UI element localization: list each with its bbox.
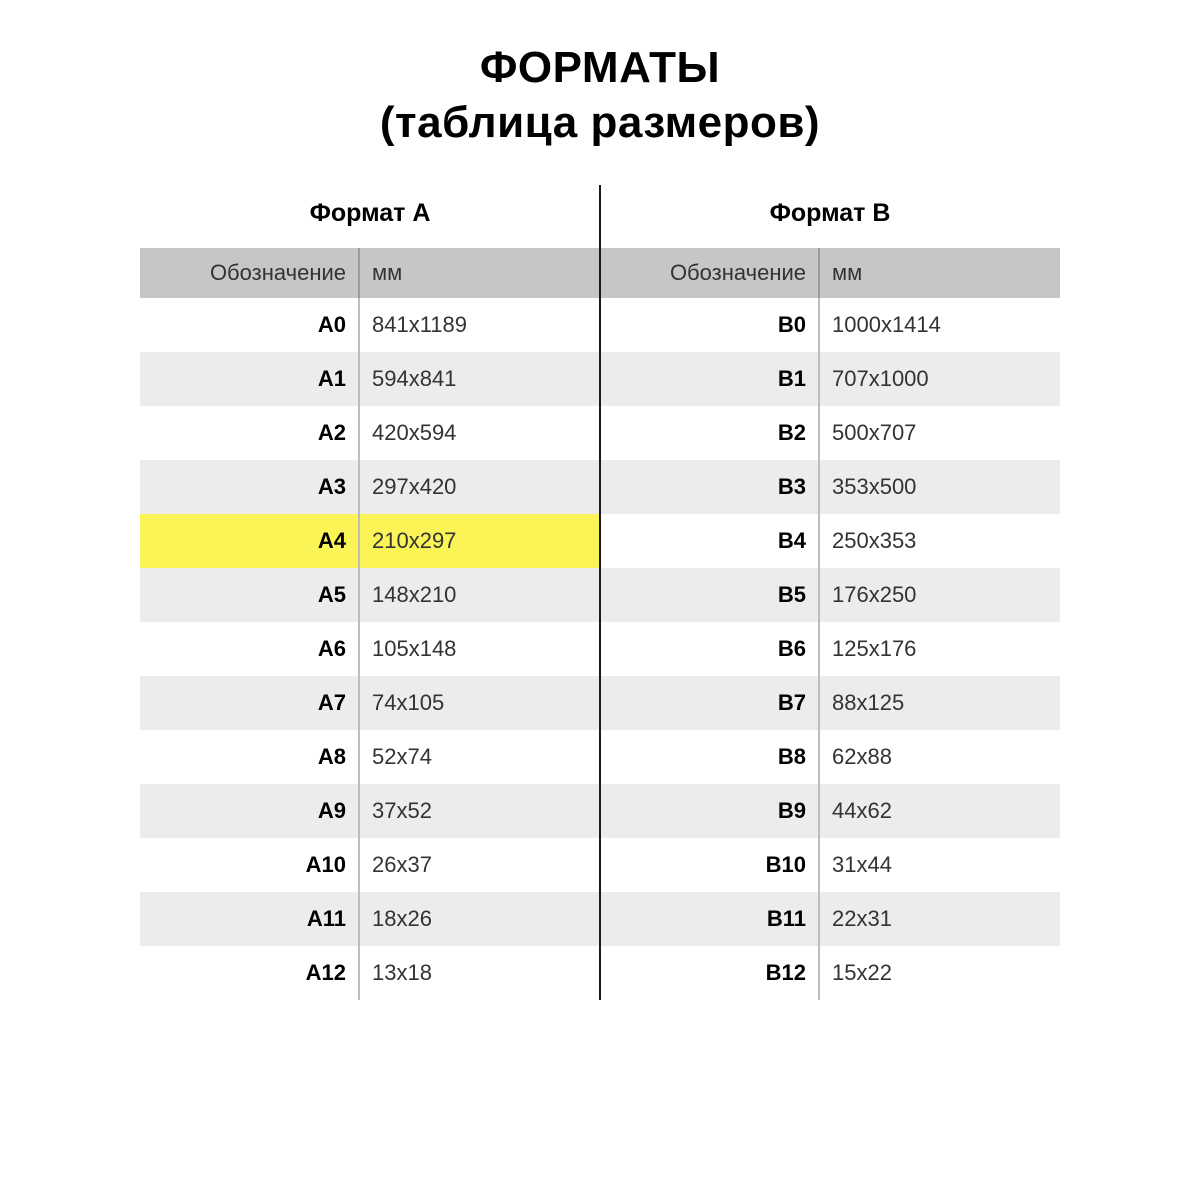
row-value: 1000x1414	[820, 312, 1060, 338]
table-row: A4210x297	[140, 514, 600, 568]
page-title-block: ФОРМАТЫ (таблица размеров)	[0, 40, 1200, 150]
row-label: A7	[140, 690, 358, 716]
row-label: A12	[140, 960, 358, 986]
table-row: A1026x37	[140, 838, 600, 892]
row-value: 420x594	[360, 420, 600, 446]
header-label: Обозначение	[600, 260, 818, 286]
row-value: 52x74	[360, 744, 600, 770]
row-value: 44x62	[820, 798, 1060, 824]
table-right: Формат B Обозначение мм B01000x1414B1707…	[600, 185, 1060, 1000]
table-left-header: Обозначение мм	[140, 248, 600, 298]
table-left: Формат A Обозначение мм A0841x1189A1594x…	[140, 185, 600, 1000]
row-label: B9	[600, 798, 818, 824]
table-left-title: Формат A	[140, 185, 600, 248]
row-label: A9	[140, 798, 358, 824]
row-value: 26x37	[360, 852, 600, 878]
table-row: A852x74	[140, 730, 600, 784]
tables-container: Формат A Обозначение мм A0841x1189A1594x…	[140, 185, 1060, 1000]
header-value: мм	[820, 260, 1060, 286]
row-value: 353x500	[820, 474, 1060, 500]
table-row: B944x62	[600, 784, 1060, 838]
row-value: 13x18	[360, 960, 600, 986]
table-row: A1213x18	[140, 946, 600, 1000]
table-row: A774x105	[140, 676, 600, 730]
table-row: A6105x148	[140, 622, 600, 676]
row-value: 18x26	[360, 906, 600, 932]
row-value: 148x210	[360, 582, 600, 608]
row-label: B7	[600, 690, 818, 716]
row-value: 841x1189	[360, 312, 600, 338]
row-value: 31x44	[820, 852, 1060, 878]
table-row: B3353x500	[600, 460, 1060, 514]
table-right-header: Обозначение мм	[600, 248, 1060, 298]
table-row: B862x88	[600, 730, 1060, 784]
table-right-body: B01000x1414B1707x1000B2500x707B3353x500B…	[600, 298, 1060, 1000]
table-right-title: Формат B	[600, 185, 1060, 248]
row-value: 37x52	[360, 798, 600, 824]
row-label: B1	[600, 366, 818, 392]
table-row: A937x52	[140, 784, 600, 838]
row-value: 297x420	[360, 474, 600, 500]
row-label: A1	[140, 366, 358, 392]
table-row: B1031x44	[600, 838, 1060, 892]
table-row: B01000x1414	[600, 298, 1060, 352]
table-row: B788x125	[600, 676, 1060, 730]
row-label: A2	[140, 420, 358, 446]
row-value: 62x88	[820, 744, 1060, 770]
page-title-line2: (таблица размеров)	[0, 95, 1200, 150]
table-row: B1707x1000	[600, 352, 1060, 406]
row-label: B8	[600, 744, 818, 770]
table-row: B6125x176	[600, 622, 1060, 676]
row-value: 707x1000	[820, 366, 1060, 392]
row-label: A8	[140, 744, 358, 770]
row-label: B6	[600, 636, 818, 662]
row-label: B2	[600, 420, 818, 446]
row-label: B0	[600, 312, 818, 338]
row-label: B10	[600, 852, 818, 878]
row-label: A3	[140, 474, 358, 500]
row-label: A4	[140, 528, 358, 554]
row-label: A11	[140, 906, 358, 932]
row-label: B5	[600, 582, 818, 608]
row-value: 105x148	[360, 636, 600, 662]
row-label: B4	[600, 528, 818, 554]
row-value: 250x353	[820, 528, 1060, 554]
table-row: A1594x841	[140, 352, 600, 406]
header-value: мм	[360, 260, 600, 286]
table-row: B1122x31	[600, 892, 1060, 946]
row-label: A5	[140, 582, 358, 608]
row-value: 594x841	[360, 366, 600, 392]
table-row: A2420x594	[140, 406, 600, 460]
table-row: B5176x250	[600, 568, 1060, 622]
row-value: 22x31	[820, 906, 1060, 932]
table-left-body: A0841x1189A1594x841A2420x594A3297x420A42…	[140, 298, 600, 1000]
header-label: Обозначение	[140, 260, 358, 286]
row-value: 125x176	[820, 636, 1060, 662]
row-value: 88x125	[820, 690, 1060, 716]
row-value: 210x297	[360, 528, 600, 554]
page-title-line1: ФОРМАТЫ	[0, 40, 1200, 95]
table-row: B4250x353	[600, 514, 1060, 568]
table-row: A3297x420	[140, 460, 600, 514]
row-value: 74x105	[360, 690, 600, 716]
row-label: B12	[600, 960, 818, 986]
row-label: A10	[140, 852, 358, 878]
center-divider	[599, 185, 601, 1000]
table-row: B1215x22	[600, 946, 1060, 1000]
row-value: 500x707	[820, 420, 1060, 446]
row-value: 176x250	[820, 582, 1060, 608]
row-label: B11	[600, 906, 818, 932]
row-label: A6	[140, 636, 358, 662]
row-value: 15x22	[820, 960, 1060, 986]
row-label: A0	[140, 312, 358, 338]
row-label: B3	[600, 474, 818, 500]
table-row: B2500x707	[600, 406, 1060, 460]
table-row: A1118x26	[140, 892, 600, 946]
table-row: A5148x210	[140, 568, 600, 622]
table-row: A0841x1189	[140, 298, 600, 352]
